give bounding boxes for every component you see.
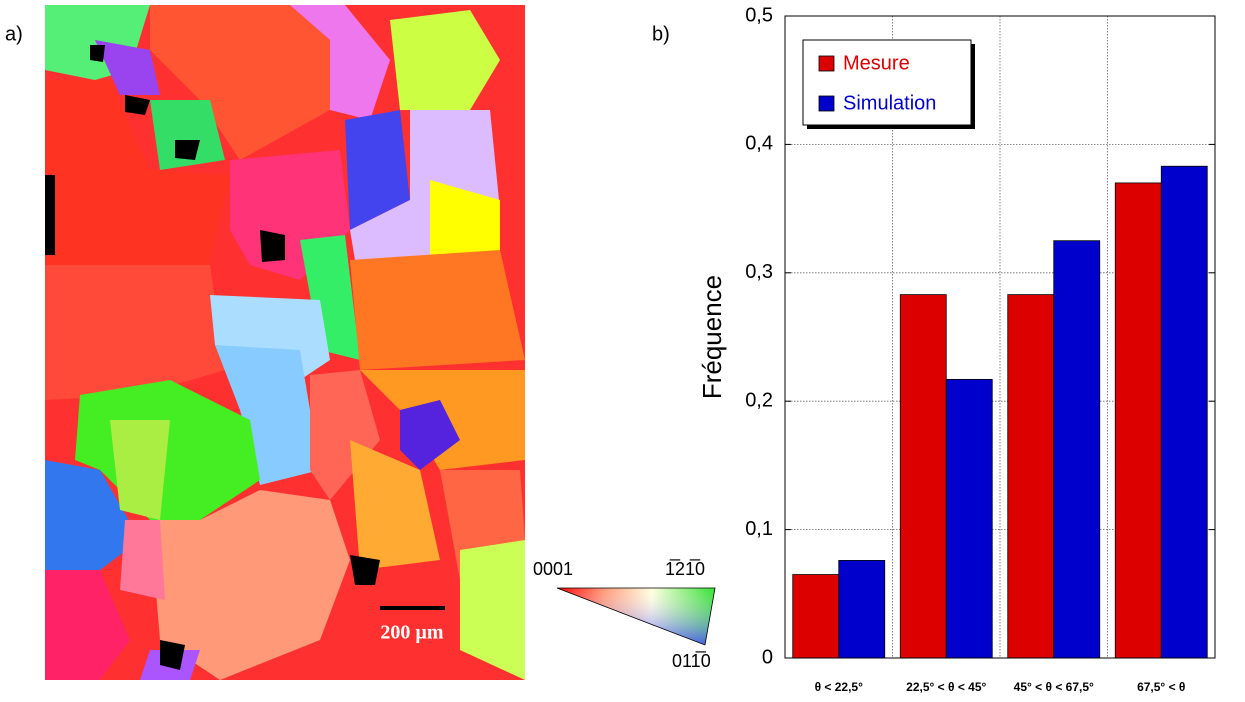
x-tick-label: θ < 22,5° [815, 680, 864, 694]
bar [792, 574, 840, 659]
color-key [556, 587, 716, 646]
key-label: 011̅0 [672, 651, 711, 671]
bar [945, 378, 993, 659]
legend-label: Mesure [843, 52, 910, 74]
x-tick-label: 45° < θ < 67,5° [1014, 680, 1094, 694]
bar [1007, 294, 1055, 659]
y-tick-label: 0,4 [745, 133, 773, 155]
bar-chart: 0 0,1 0,2 0,3 0,4 0,5 θ < 22,5° 22,5° < θ < 45°… [697, 4, 1216, 694]
bar [899, 294, 947, 659]
scale-bar-label: 200 µm [380, 622, 444, 644]
legend-swatch [818, 55, 835, 72]
key-label: 0001 [533, 559, 573, 579]
bar [838, 560, 886, 659]
x-tick-label: 22,5° < θ < 45° [906, 680, 986, 694]
y-tick-label: 0,1 [745, 518, 773, 540]
plot-frame [784, 15, 1216, 659]
legend-label: Simulation [843, 92, 936, 114]
bar [1114, 182, 1162, 659]
bar [1053, 240, 1101, 659]
y-axis-label: Fréquence [697, 275, 727, 399]
key-label: 1̅21̅0 [665, 559, 705, 579]
y-tick-label: 0,3 [745, 261, 773, 283]
panel-label: a) [5, 23, 23, 45]
y-tick-label: 0 [762, 646, 773, 668]
bar [1160, 165, 1208, 659]
y-tick-label: 0,5 [745, 4, 773, 26]
x-tick-label: 67,5° < θ [1137, 680, 1185, 694]
legend-swatch [818, 95, 835, 112]
panel-label: b) [652, 23, 670, 45]
y-tick-label: 0,2 [745, 389, 773, 411]
orientation-map [45, 5, 525, 680]
